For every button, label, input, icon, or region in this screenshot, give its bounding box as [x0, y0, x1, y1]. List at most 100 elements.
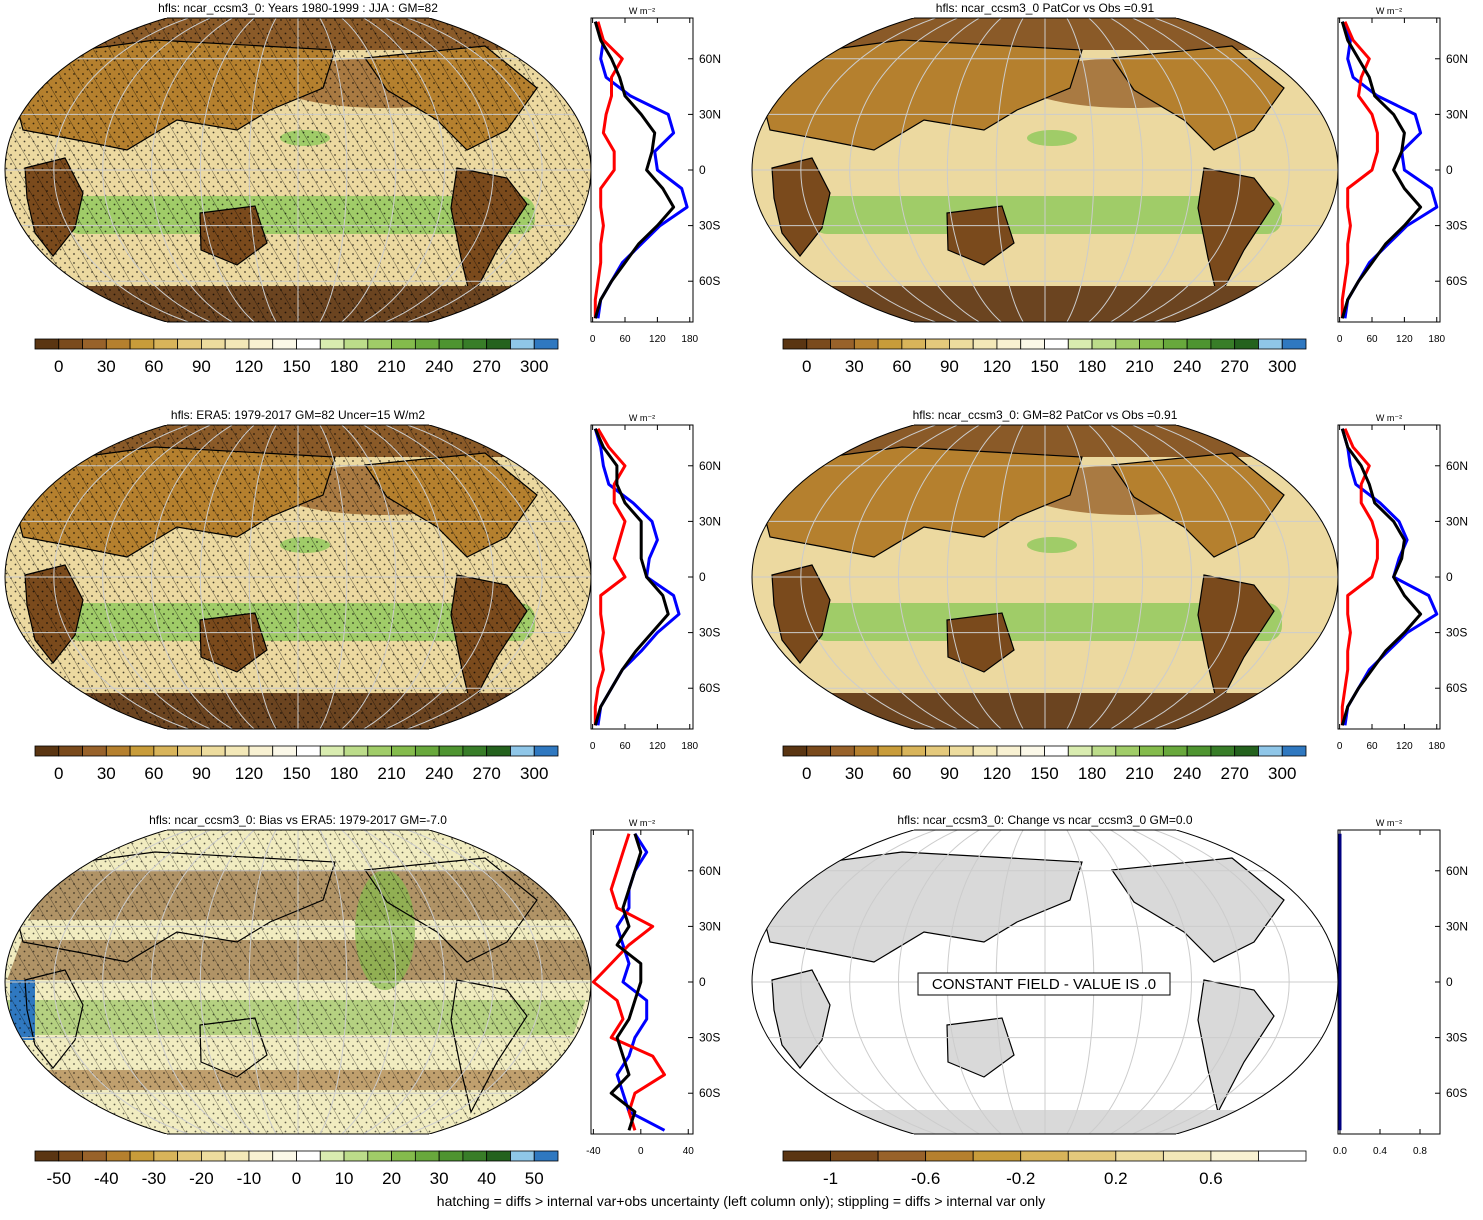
- y-tick-label: 60N: [1446, 459, 1468, 473]
- map-field: [752, 425, 1338, 729]
- colorbar-label: 0.6: [1199, 1169, 1223, 1188]
- colorbar-box: [343, 338, 369, 350]
- colorbar-label: 180: [1078, 764, 1106, 783]
- colorbar-label: 0: [802, 357, 811, 376]
- zonal-line: [593, 428, 670, 726]
- zonal-line: [1340, 428, 1379, 726]
- x-tick-label: 0: [590, 741, 596, 752]
- colorbar-box: [949, 745, 974, 757]
- map: [4, 830, 592, 1134]
- colorbar-box: [105, 338, 131, 350]
- colorbar-label: 30: [97, 764, 116, 783]
- colorbar-box: [1258, 1150, 1307, 1162]
- y-tick-label: 60S: [1446, 681, 1467, 695]
- field-blob: [1027, 537, 1077, 553]
- colorbar-box: [1258, 745, 1283, 757]
- panel-title: hfls: ncar_ccsm3_0: Change vs ncar_ccsm3…: [897, 813, 1192, 827]
- colorbar-box: [1210, 745, 1236, 757]
- colorbar-box: [201, 1150, 226, 1162]
- zonal-frame: [590, 424, 694, 730]
- colorbar-box: [224, 1150, 250, 1162]
- colorbar-box: [367, 1150, 392, 1162]
- colorbar-box: [877, 338, 903, 350]
- colorbar-label: -40: [94, 1169, 119, 1188]
- colorbar-box: [806, 338, 831, 350]
- y-tick-label: 0: [1446, 163, 1453, 177]
- colorbar-label: 120: [235, 357, 263, 376]
- colorbar-box: [248, 745, 274, 757]
- x-tick-label: 120: [1396, 741, 1413, 752]
- colorbar-label: 0: [292, 1169, 301, 1188]
- x-tick-label: 0: [1337, 741, 1343, 752]
- y-tick-label: 30S: [699, 626, 720, 640]
- zonal-lines: [1340, 21, 1439, 319]
- colorbar-label: 90: [940, 357, 959, 376]
- map-field: [752, 18, 1338, 322]
- colorbar-box: [1234, 338, 1259, 350]
- colorbar-box: [105, 1150, 131, 1162]
- colorbar-box: [925, 1150, 974, 1162]
- y-tick-label: 60N: [1446, 864, 1468, 878]
- x-tick-label: 60: [619, 334, 631, 345]
- colorbar-label: -20: [189, 1169, 214, 1188]
- colorbar-box: [782, 1150, 831, 1162]
- panel: hfls: ncar_ccsm3_0: Years 1980-1999 : JJ…: [4, 1, 721, 376]
- zonal-lines: [593, 427, 681, 726]
- colorbar-box: [901, 745, 927, 757]
- unit-label: W m⁻²: [1376, 6, 1402, 16]
- colorbar-box: [533, 338, 559, 350]
- zonal-line: [1340, 21, 1423, 319]
- colorbar-box: [925, 745, 950, 757]
- colorbar-box: [853, 338, 879, 350]
- x-tick-label: 0.4: [1373, 1146, 1387, 1157]
- colorbar-box: [153, 1150, 179, 1162]
- y-tick-label: 30N: [1446, 107, 1468, 121]
- colorbar-label: 210: [1125, 764, 1153, 783]
- colorbar-label: -0.2: [1006, 1169, 1035, 1188]
- colorbar-box: [129, 1150, 155, 1162]
- y-tick-label: 60S: [1446, 274, 1467, 288]
- colorbar-box: [1044, 338, 1069, 350]
- colorbar-box: [1067, 1150, 1117, 1162]
- colorbar-box: [1115, 338, 1140, 350]
- zonal-line: [591, 833, 666, 1131]
- colorbar-box: [438, 338, 464, 350]
- colorbar-label: 60: [144, 764, 163, 783]
- panel-title: hfls: ERA5: 1979-2017 GM=82 Uncer=15 W/m…: [171, 408, 425, 422]
- colorbar-box: [58, 338, 83, 350]
- colorbar-box: [414, 1150, 440, 1162]
- colorbar-box: [1115, 1150, 1164, 1162]
- colorbar-box: [1186, 745, 1212, 757]
- colorbar-box: [1162, 745, 1188, 757]
- colorbar-box: [391, 1150, 416, 1162]
- map: [4, 18, 592, 322]
- colorbar-box: [343, 1150, 369, 1162]
- land: [1197, 167, 1275, 302]
- colorbar-box: [34, 745, 60, 757]
- map: [4, 425, 592, 729]
- land: [1197, 574, 1275, 709]
- colorbar-box: [877, 745, 903, 757]
- zonal-lines: [1340, 428, 1439, 726]
- colorbar-box: [177, 745, 202, 757]
- x-tick-label: 60: [1366, 741, 1378, 752]
- colorbar-label: 90: [192, 764, 211, 783]
- colorbar-label: 180: [330, 764, 358, 783]
- colorbar-box: [996, 338, 1022, 350]
- colorbar-label: 240: [1173, 764, 1201, 783]
- x-tick-label: -40: [586, 1146, 601, 1157]
- y-tick-label: 60S: [699, 274, 720, 288]
- colorbar-box: [877, 1150, 927, 1162]
- panel: hfls: ncar_ccsm3_0: Change vs ncar_ccsm3…: [751, 813, 1468, 1188]
- land: [946, 612, 1015, 673]
- colorbar-label: 240: [425, 357, 453, 376]
- colorbar-label: 240: [1173, 357, 1201, 376]
- colorbar-box: [414, 338, 440, 350]
- colorbar-box: [201, 745, 226, 757]
- y-tick-label: 60S: [699, 1086, 720, 1100]
- colorbar-box: [949, 338, 974, 350]
- colorbar-label: 270: [1220, 357, 1248, 376]
- zonal-frame: [1337, 829, 1441, 1135]
- colorbar-box: [1020, 338, 1045, 350]
- y-tick-label: 0: [699, 570, 706, 584]
